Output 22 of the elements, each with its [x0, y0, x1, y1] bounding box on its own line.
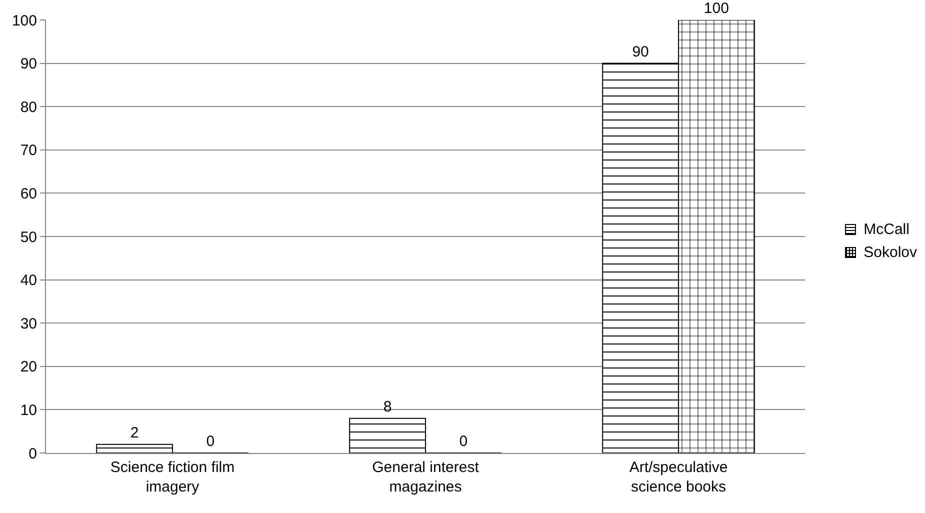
y-tick-label: 100 — [12, 12, 37, 30]
y-tick-label: 10 — [20, 402, 37, 419]
data-label: 100 — [704, 0, 729, 17]
y-tick-label: 80 — [20, 98, 37, 116]
x-tick-label: Art/speculative science books — [629, 459, 728, 496]
legend-label: McCall — [864, 221, 910, 238]
data-label: 0 — [459, 433, 468, 450]
y-tick-label: 90 — [20, 56, 37, 73]
data-label: 90 — [632, 43, 649, 60]
y-tick-label: 40 — [20, 272, 37, 290]
legend-label: Sokolov — [864, 244, 917, 261]
y-tick-label: 0 — [28, 445, 37, 462]
data-label: 0 — [206, 433, 215, 450]
y-tick-label: 60 — [20, 185, 37, 202]
y-tick-label: 50 — [20, 228, 37, 246]
x-tick-label: General interest magazines — [372, 459, 480, 496]
x-tick-label: Science fiction film imagery — [110, 459, 235, 496]
y-tick-label: 30 — [20, 315, 37, 332]
data-label: 8 — [383, 398, 392, 416]
y-tick-label: 20 — [20, 358, 37, 376]
y-tick-label: 70 — [20, 142, 37, 160]
data-label: 2 — [130, 424, 139, 442]
